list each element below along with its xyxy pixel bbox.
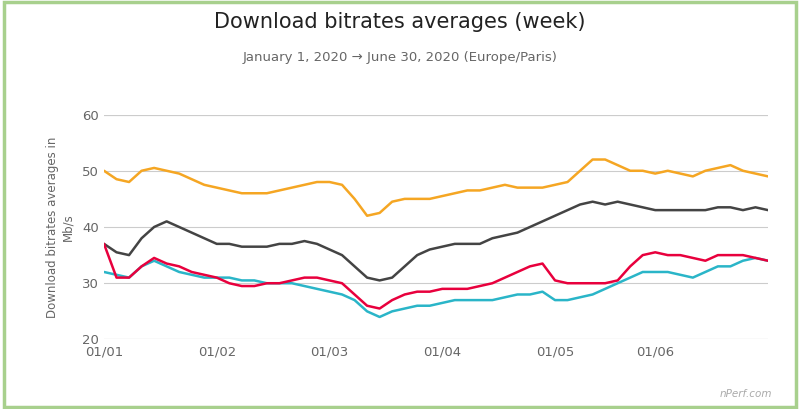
Text: January 1, 2020 → June 30, 2020 (Europe/Paris): January 1, 2020 → June 30, 2020 (Europe/… [242,51,558,64]
Y-axis label: Download bitrates averages in
Mb/s: Download bitrates averages in Mb/s [46,136,74,318]
Text: Download bitrates averages (week): Download bitrates averages (week) [214,12,586,32]
Text: nPerf.com: nPerf.com [719,389,772,399]
